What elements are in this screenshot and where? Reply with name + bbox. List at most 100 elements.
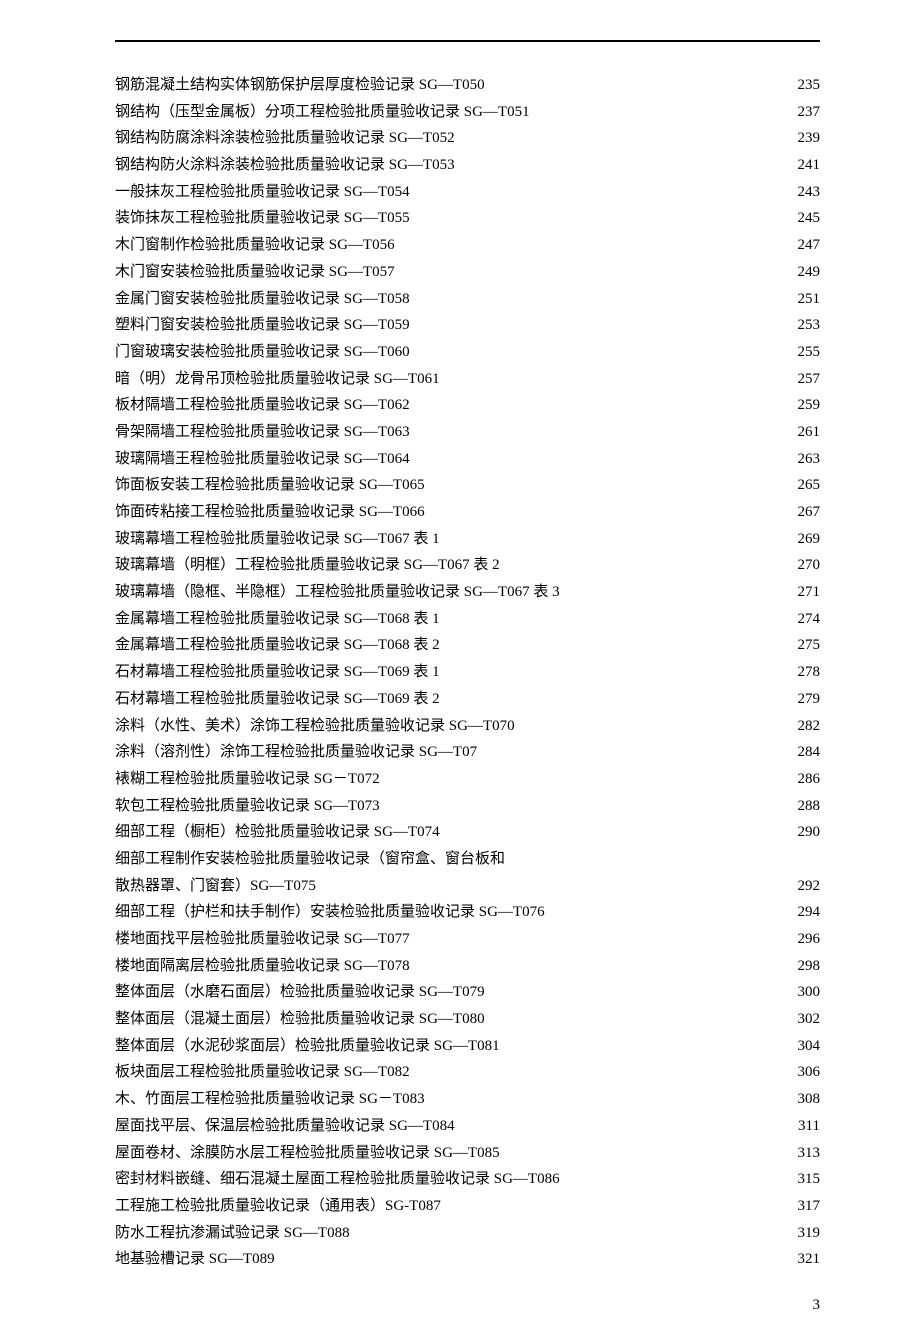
toc-entry-page: 257	[786, 366, 821, 393]
toc-entry-page: 315	[786, 1166, 821, 1193]
toc-entry-page: 296	[786, 926, 821, 953]
toc-entry: 钢结构防腐涂料涂装检验批质量验收记录 SG—T052239	[115, 125, 820, 152]
toc-entry-title: 裱糊工程检验批质量验收记录 SG－T072	[115, 766, 380, 793]
toc-entry-title: 骨架隔墙工程检验批质量验收记录 SG—T063	[115, 419, 410, 446]
toc-entry-title: 门窗玻璃安装检验批质量验收记录 SG—T060	[115, 339, 410, 366]
toc-entry-title: 板材隔墙工程检验批质量验收记录 SG—T062	[115, 392, 410, 419]
toc-entry-page: 269	[786, 526, 821, 553]
toc-entry: 一般抹灰工程检验批质量验收记录 SG—T054 243	[115, 179, 820, 206]
toc-entry-title: 钢结构（压型金属板）分项工程检验批质量验收记录 SG—T051	[115, 99, 530, 126]
toc-entry: 软包工程检验批质量验收记录 SG—T073 288	[115, 793, 820, 820]
toc-entry-page: 279	[786, 686, 821, 713]
toc-entry-title: 板块面层工程检验批质量验收记录 SG—T082	[115, 1059, 410, 1086]
toc-entry-page: 304	[786, 1033, 821, 1060]
toc-entry-page: 261	[786, 419, 821, 446]
toc-entry-title: 玻璃幕墙工程检验批质量验收记录 SG—T067 表 1	[115, 526, 440, 553]
toc-entry: 防水工程抗渗漏试验记录 SG—T088319	[115, 1220, 820, 1247]
table-of-contents: 钢筋混凝土结构实体钢筋保护层厚度检验记录 SG—T050235钢结构（压型金属板…	[115, 72, 820, 1273]
toc-entry-page: 290	[786, 819, 821, 846]
toc-entry-title: 木门窗安装检验批质量验收记录 SG—T057	[115, 259, 395, 286]
page-number: 3	[115, 1297, 820, 1314]
toc-entry-title: 石材幕墙工程检验批质量验收记录 SG—T069 表 2	[115, 686, 440, 713]
toc-entry-title: 钢筋混凝土结构实体钢筋保护层厚度检验记录 SG—T050	[115, 72, 485, 99]
toc-entry-title: 屋面卷材、涂膜防水层工程检验批质量验收记录 SG—T085	[115, 1140, 500, 1167]
toc-entry-title: 防水工程抗渗漏试验记录 SG—T088	[115, 1220, 350, 1247]
toc-entry-page: 263	[786, 446, 821, 473]
toc-entry-page: 241	[786, 152, 821, 179]
toc-entry-title: 工程施工检验批质量验收记录（通用表）SG-T087	[115, 1193, 441, 1220]
toc-entry: 玻璃幕墙工程检验批质量验收记录 SG—T067 表 1 269	[115, 526, 820, 553]
toc-entry: 裱糊工程检验批质量验收记录 SG－T072286	[115, 766, 820, 793]
toc-entry: 屋面找平层、保温层检验批质量验收记录 SG—T084311	[115, 1113, 820, 1140]
toc-entry-title: 涂料（溶剂性）涂饰工程检验批质量验收记录 SG—T07	[115, 739, 477, 766]
toc-entry-page: 251	[786, 286, 821, 313]
toc-entry: 木门窗安装检验批质量验收记录 SG—T057 249	[115, 259, 820, 286]
toc-entry-page: 267	[786, 499, 821, 526]
toc-entry: 地基验槽记录 SG—T089321	[115, 1246, 820, 1273]
toc-entry-page: 235	[786, 72, 821, 99]
toc-entry-title: 细部工程（橱柜）检验批质量验收记录 SG—T074	[115, 819, 440, 846]
toc-entry-title: 塑料门窗安装检验批质量验收记录 SG—T059	[115, 312, 410, 339]
toc-entry-title: 楼地面找平层检验批质量验收记录 SG—T077	[115, 926, 410, 953]
toc-entry: 细部工程制作安装检验批质量验收记录（窗帘盒、窗台板和	[115, 846, 820, 873]
toc-entry: 玻璃隔墙王程检验批质量验收记录 SG—T064 263	[115, 446, 820, 473]
toc-entry-page: 298	[786, 953, 821, 980]
toc-entry-title: 软包工程检验批质量验收记录 SG—T073	[115, 793, 380, 820]
toc-entry: 整体面层（水泥砂浆面层）检验批质量验收记录 SG—T081304	[115, 1033, 820, 1060]
toc-entry: 木门窗制作检验批质量验收记录 SG—T056247	[115, 232, 820, 259]
toc-entry: 钢结构（压型金属板）分项工程检验批质量验收记录 SG—T051 237	[115, 99, 820, 126]
toc-entry: 工程施工检验批质量验收记录（通用表）SG-T087317	[115, 1193, 820, 1220]
toc-entry: 木、竹面层工程检验批质量验收记录 SG－T083308	[115, 1086, 820, 1113]
toc-entry: 板材隔墙工程检验批质量验收记录 SG—T062 259	[115, 392, 820, 419]
toc-entry-title: 饰面砖粘接工程检验批质量验收记录 SG—T066	[115, 499, 425, 526]
toc-entry: 玻璃幕墙（隐框、半隐框）工程检验批质量验收记录 SG—T067 表 3 271	[115, 579, 820, 606]
toc-entry: 钢筋混凝土结构实体钢筋保护层厚度检验记录 SG—T050 235	[115, 72, 820, 99]
toc-entry-title: 石材幕墙工程检验批质量验收记录 SG—T069 表 1	[115, 659, 440, 686]
toc-entry-page: 259	[786, 392, 821, 419]
toc-entry: 装饰抹灰工程检验批质量验收记录 SG—T055245	[115, 205, 820, 232]
toc-entry: 细部工程（橱柜）检验批质量验收记录 SG—T074 290	[115, 819, 820, 846]
toc-entry: 散热器罩、门窗套）SG—T075292	[115, 873, 820, 900]
toc-entry-page: 237	[786, 99, 821, 126]
toc-entry-title: 一般抹灰工程检验批质量验收记录 SG—T054	[115, 179, 410, 206]
document-page: 钢筋混凝土结构实体钢筋保护层厚度检验记录 SG—T050235钢结构（压型金属板…	[0, 40, 920, 1314]
toc-entry-page: 265	[786, 472, 821, 499]
toc-entry-title: 金属幕墙工程检验批质量验收记录 SG—T068 表 1	[115, 606, 440, 633]
toc-entry-page: 311	[786, 1113, 820, 1140]
toc-entry: 楼地面找平层检验批质量验收记录 SG—T077 296	[115, 926, 820, 953]
toc-entry-page: 321	[786, 1246, 821, 1273]
toc-entry-title: 玻璃隔墙王程检验批质量验收记录 SG—T064	[115, 446, 410, 473]
toc-entry-title: 整体面层（混凝土面层）检验批质量验收记录 SG—T080	[115, 1006, 485, 1033]
toc-entry: 钢结构防火涂料涂装检验批质量验收记录 SG—T053 241	[115, 152, 820, 179]
toc-entry-title: 钢结构防火涂料涂装检验批质量验收记录 SG—T053	[115, 152, 455, 179]
toc-entry: 涂料（溶剂性）涂饰工程检验批质量验收记录 SG—T07284	[115, 739, 820, 766]
toc-entry-page: 249	[786, 259, 821, 286]
toc-entry: 门窗玻璃安装检验批质量验收记录 SG—T060255	[115, 339, 820, 366]
toc-entry: 整体面层（混凝土面层）检验批质量验收记录 SG—T080302	[115, 1006, 820, 1033]
toc-entry: 暗（明）龙骨吊顶检验批质量验收记录 SG—T061257	[115, 366, 820, 393]
toc-entry-title: 装饰抹灰工程检验批质量验收记录 SG—T055	[115, 205, 410, 232]
toc-entry: 饰面砖粘接工程检验批质量验收记录 SG—T066 267	[115, 499, 820, 526]
toc-entry: 玻璃幕墙（明框）工程检验批质量验收记录 SG—T067 表 2270	[115, 552, 820, 579]
toc-entry-page: 270	[786, 552, 821, 579]
toc-entry-title: 细部工程（护栏和扶手制作）安装检验批质量验收记录 SG—T076	[115, 899, 545, 926]
toc-entry-page: 300	[786, 979, 821, 1006]
toc-entry: 金属幕墙工程检验批质量验收记录 SG—T068 表 2275	[115, 632, 820, 659]
toc-entry: 饰面板安装工程检验批质量验收记录 SG—T065265	[115, 472, 820, 499]
toc-entry-page: 306	[786, 1059, 821, 1086]
toc-entry-page: 313	[786, 1140, 821, 1167]
toc-entry-title: 钢结构防腐涂料涂装检验批质量验收记录 SG—T052	[115, 125, 455, 152]
toc-entry: 石材幕墙工程检验批质量验收记录 SG—T069 表 2 279	[115, 686, 820, 713]
toc-entry-page: 271	[786, 579, 821, 606]
toc-entry: 屋面卷材、涂膜防水层工程检验批质量验收记录 SG—T085 313	[115, 1140, 820, 1167]
toc-entry-page: 243	[786, 179, 821, 206]
toc-entry: 板块面层工程检验批质量验收记录 SG—T082 306	[115, 1059, 820, 1086]
toc-entry-page: 294	[786, 899, 821, 926]
toc-entry-page: 288	[786, 793, 821, 820]
toc-entry-title: 木门窗制作检验批质量验收记录 SG—T056	[115, 232, 395, 259]
toc-entry-page: 308	[786, 1086, 821, 1113]
toc-entry-title: 金属门窗安装检验批质量验收记录 SG—T058	[115, 286, 410, 313]
toc-entry-page: 274	[786, 606, 821, 633]
toc-entry-title: 玻璃幕墙（隐框、半隐框）工程检验批质量验收记录 SG—T067 表 3	[115, 579, 560, 606]
toc-entry-title: 密封材料嵌缝、细石混凝土屋面工程检验批质量验收记录 SG—T086	[115, 1166, 560, 1193]
